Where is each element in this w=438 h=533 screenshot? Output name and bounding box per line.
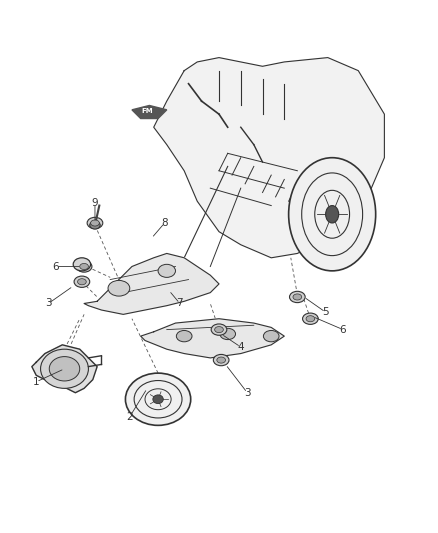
Text: 4: 4: [237, 342, 244, 352]
Polygon shape: [141, 319, 284, 358]
Ellipse shape: [158, 264, 176, 277]
Ellipse shape: [306, 316, 315, 322]
Text: 2: 2: [127, 411, 133, 422]
Text: 3: 3: [244, 387, 251, 398]
Ellipse shape: [108, 280, 130, 296]
Text: 8: 8: [161, 218, 168, 228]
Polygon shape: [132, 106, 167, 118]
Text: 7: 7: [177, 298, 183, 309]
Text: 6: 6: [340, 325, 346, 335]
Ellipse shape: [263, 330, 279, 342]
Ellipse shape: [73, 258, 91, 271]
Ellipse shape: [41, 349, 88, 389]
Text: 6: 6: [53, 262, 59, 271]
Ellipse shape: [49, 357, 80, 381]
Polygon shape: [32, 345, 97, 393]
Text: 3: 3: [45, 298, 52, 309]
Ellipse shape: [289, 158, 376, 271]
Ellipse shape: [125, 373, 191, 425]
Ellipse shape: [211, 324, 227, 335]
Ellipse shape: [87, 217, 103, 229]
Ellipse shape: [74, 276, 90, 287]
Ellipse shape: [76, 261, 92, 272]
Ellipse shape: [90, 221, 100, 229]
Polygon shape: [84, 254, 219, 314]
Ellipse shape: [293, 294, 302, 300]
Text: 9: 9: [92, 198, 98, 208]
Ellipse shape: [78, 279, 86, 285]
Polygon shape: [154, 58, 385, 258]
Ellipse shape: [91, 220, 99, 226]
Ellipse shape: [213, 354, 229, 366]
Ellipse shape: [220, 328, 236, 340]
Ellipse shape: [290, 292, 305, 303]
Ellipse shape: [153, 395, 163, 403]
Text: 1: 1: [33, 377, 39, 387]
Ellipse shape: [215, 327, 223, 333]
Ellipse shape: [303, 313, 318, 325]
Text: FM: FM: [141, 108, 153, 114]
Ellipse shape: [217, 357, 226, 363]
Ellipse shape: [325, 206, 339, 223]
Text: 5: 5: [322, 307, 329, 317]
Ellipse shape: [80, 263, 88, 270]
Ellipse shape: [177, 330, 192, 342]
